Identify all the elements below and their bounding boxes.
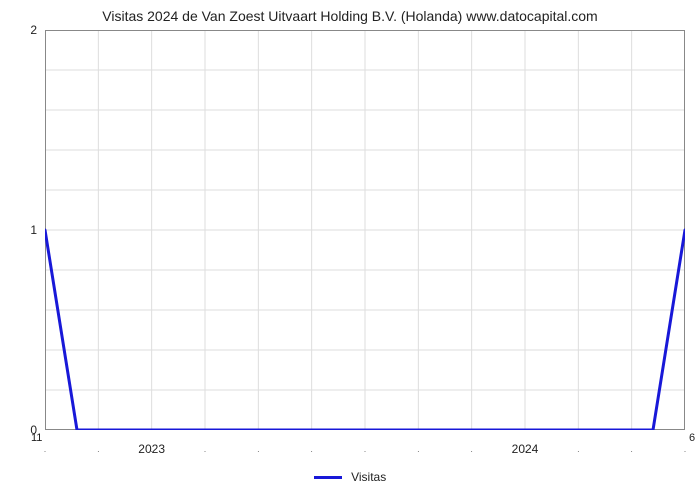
- x-minor-tick: .: [257, 444, 260, 454]
- legend-swatch: [314, 476, 342, 479]
- x-minor-tick: .: [577, 444, 580, 454]
- bottom-left-label: 11: [31, 432, 42, 444]
- y-tick-label: 1: [0, 223, 37, 237]
- x-minor-tick: .: [204, 444, 207, 454]
- x-minor-tick: .: [417, 444, 420, 454]
- x-minor-tick: .: [684, 444, 687, 454]
- x-minor-tick: .: [97, 444, 100, 454]
- x-minor-tick: .: [630, 444, 633, 454]
- chart-title: Visitas 2024 de Van Zoest Uitvaart Holdi…: [0, 8, 700, 24]
- chart-container: Visitas 2024 de Van Zoest Uitvaart Holdi…: [0, 0, 700, 500]
- y-tick-label: 2: [0, 23, 37, 37]
- x-major-tick-label: 2023: [138, 442, 165, 456]
- x-minor-tick: .: [44, 444, 47, 454]
- x-minor-tick: .: [364, 444, 367, 454]
- x-major-tick-label: 2024: [512, 442, 539, 456]
- x-minor-tick: .: [470, 444, 473, 454]
- legend-label: Visitas: [351, 470, 386, 484]
- chart-plot-area: [45, 30, 685, 430]
- x-minor-tick: .: [310, 444, 313, 454]
- bottom-right-label: 6: [689, 432, 695, 444]
- chart-legend: Visitas: [0, 470, 700, 484]
